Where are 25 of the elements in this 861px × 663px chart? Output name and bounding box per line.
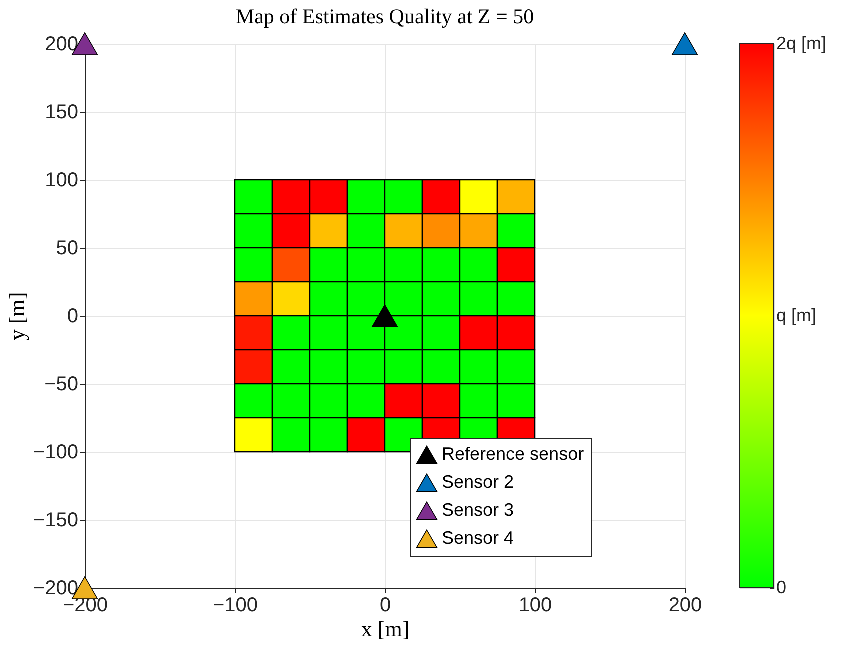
chart-title: Map of Estimates Quality at Z = 50 — [236, 4, 534, 28]
point — [372, 304, 398, 328]
y-tick-label: −150 — [33, 510, 78, 532]
x-tick-label: 100 — [518, 594, 552, 616]
y-tick-label: 150 — [45, 102, 78, 124]
y-tick-label: −100 — [33, 442, 78, 464]
y-tick-label: 200 — [45, 34, 78, 56]
x-tick-label: −100 — [212, 594, 258, 616]
y-axis-title: y [m] — [4, 292, 30, 341]
x-tick-label: 0 — [380, 594, 392, 616]
color-bar-label: 2q [m] — [776, 34, 827, 54]
y-tick-label: 100 — [45, 170, 78, 192]
color-bar-label: 0 — [776, 578, 787, 598]
y-tick-label: −50 — [44, 374, 78, 396]
color-bar-label: q [m] — [776, 306, 817, 326]
legend-label: Sensor 3 — [442, 500, 514, 520]
legend-label: Sensor 2 — [442, 472, 514, 492]
legend-label: Reference sensor — [442, 444, 584, 464]
y-tick-label: 0 — [67, 306, 78, 328]
y-tick-label: 50 — [56, 238, 78, 260]
x-axis-title: x [m] — [361, 616, 410, 642]
x-tick-label: 200 — [668, 594, 702, 616]
legend-label: Sensor 4 — [442, 528, 514, 548]
point — [672, 32, 698, 56]
y-tick-label: −200 — [33, 578, 78, 600]
